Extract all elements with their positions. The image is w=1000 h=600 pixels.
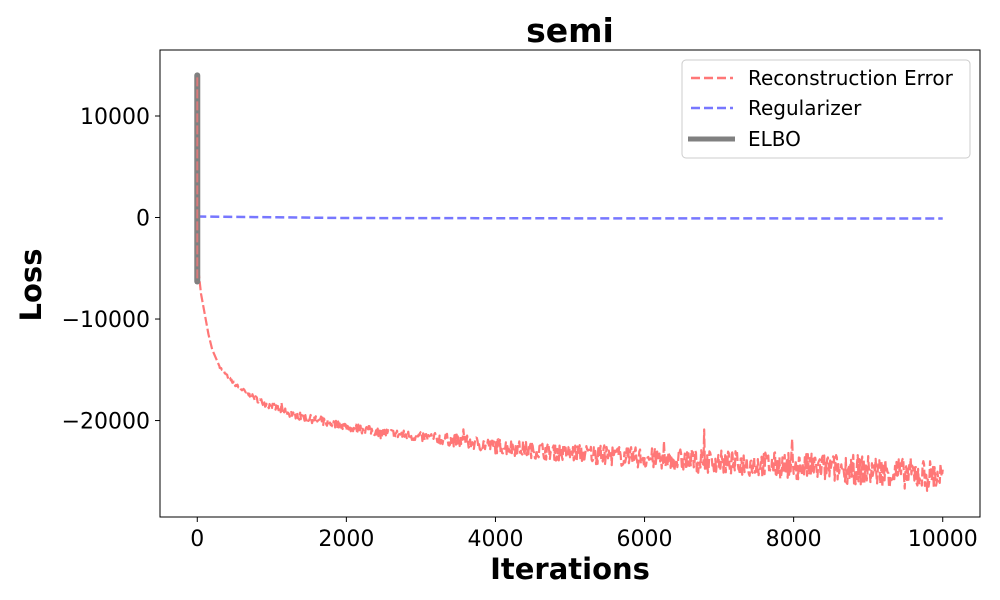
y-tick-label: −20000 — [62, 410, 150, 435]
legend-label-regularizer: Regularizer — [748, 96, 862, 120]
x-tick-label: 8000 — [766, 527, 822, 552]
y-tick-label: −10000 — [62, 308, 150, 333]
y-tick-label: 10000 — [80, 105, 150, 130]
legend-box — [681, 59, 971, 159]
chart-title: semi — [526, 11, 614, 50]
y-tick-label: 0 — [136, 207, 150, 232]
series-regularizer-line — [197, 215, 943, 220]
legend: Reconstruction Error Regularizer ELBO — [681, 59, 971, 159]
y-axis-title: Loss — [14, 249, 48, 322]
ticks-layer: 0 2000 4000 6000 8000 10000 −20000 −10000 0 10000 — [62, 105, 978, 552]
legend-label-reconstruction-error: Reconstruction Error — [748, 66, 954, 90]
x-tick-label: 4000 — [467, 527, 523, 552]
axes-frame — [159, 49, 981, 518]
x-tick-label: 0 — [190, 527, 204, 552]
legend-label-elbo: ELBO — [748, 127, 801, 151]
series-layer — [194, 72, 944, 492]
x-tick-label: 2000 — [318, 527, 374, 552]
x-axis-title: Iterations — [490, 552, 650, 586]
series-reconstruction-error-line — [196, 77, 944, 492]
x-tick-label: 10000 — [908, 527, 978, 552]
x-tick-label: 6000 — [617, 527, 673, 552]
